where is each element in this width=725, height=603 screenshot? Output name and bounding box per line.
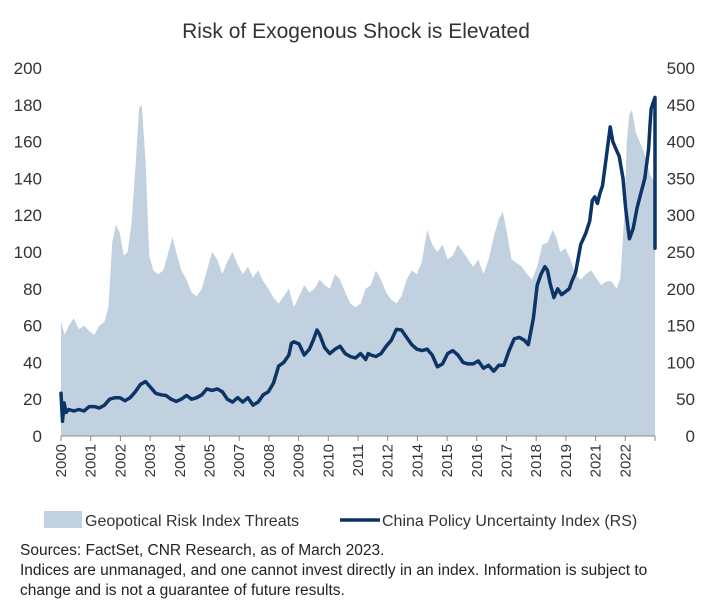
legend-area-label: Geopotical Risk Index Threats	[85, 513, 299, 530]
right-axis-tick-label: 50	[676, 390, 695, 409]
left-axis-tick-label: 60	[23, 317, 42, 336]
right-axis-tick-label: 450	[667, 96, 695, 115]
x-axis-tick-label: 2017	[499, 444, 516, 477]
x-axis-tick-label: 2018	[528, 444, 545, 477]
chart: Risk of Exogenous Shock is Elevated 0 20 4…	[14, 20, 695, 530]
x-axis-tick-label: 2000	[53, 444, 70, 477]
left-axis-tick-label: 80	[23, 280, 42, 299]
left-axis-tick-label: 200	[14, 59, 42, 78]
x-axis-tick-label: 2010	[320, 444, 337, 477]
right-axis-tick-label: 200	[667, 280, 695, 299]
x-axis-tick-label: 2004	[172, 444, 189, 477]
x-axis-tick-label: 2016	[469, 444, 486, 477]
right-axis-tick-label: 500	[667, 59, 695, 78]
left-axis-tick-label: 160	[14, 133, 42, 152]
legend: Geopotical Risk Index Threats China Poli…	[44, 511, 637, 530]
legend-line-label: China Policy Uncertainty Index (RS)	[382, 513, 637, 530]
chart-title: Risk of Exogenous Shock is Elevated	[182, 20, 530, 43]
x-axis-tick-label: 2012	[380, 444, 397, 477]
x-axis-tick-label: 2001	[83, 444, 100, 477]
left-axis-tick-label: 120	[14, 206, 42, 225]
china-policy-uncertainty-line-layer	[59, 95, 657, 424]
left-axis-tick-label: 0	[33, 427, 42, 446]
x-axis-tick-label: 2011	[350, 444, 367, 476]
left-axis-tick-label: 100	[14, 243, 42, 262]
x-axis-tick-label: 2002	[112, 444, 129, 477]
disclaimer-note: Indices are unmanaged, and one cannot in…	[20, 562, 648, 599]
x-axis-tick-label: 2003	[142, 444, 159, 477]
x-axis-tick-label: 2015	[439, 444, 456, 477]
right-axis-tick-label: 150	[667, 317, 695, 336]
right-axis-tick-label: 0	[686, 427, 695, 446]
left-axis-tick-label: 140	[14, 169, 42, 188]
x-axis-tick-label: 2008	[261, 444, 278, 477]
x-axis-tick-label: 2022	[617, 444, 634, 477]
x-axis-tick-label: 2009	[291, 444, 308, 477]
x-axis-tick-label: 2014	[409, 444, 426, 477]
right-axis-tick-label: 300	[667, 206, 695, 225]
x-axis-tick-label: 2007	[231, 444, 248, 477]
source-note: Sources: FactSet, CNR Research, as of Ma…	[20, 542, 385, 559]
china-policy-uncertainty-line	[59, 95, 657, 424]
axes: 0204060801001201401601802000501001502002…	[14, 59, 695, 477]
left-axis-tick-label: 20	[23, 390, 42, 409]
x-axis-tick-label: 2005	[202, 444, 219, 477]
x-axis-tick-label: 2021	[588, 444, 605, 477]
legend-area-swatch	[44, 511, 82, 528]
right-axis-tick-label: 100	[667, 353, 695, 372]
left-axis-tick-label: 180	[14, 96, 42, 115]
left-axis-tick-label: 40	[23, 353, 42, 372]
right-axis-tick-label: 350	[667, 169, 695, 188]
right-axis-tick-label: 400	[667, 133, 695, 152]
right-axis-tick-label: 250	[667, 243, 695, 262]
x-axis-tick-label: 2019	[558, 444, 575, 477]
